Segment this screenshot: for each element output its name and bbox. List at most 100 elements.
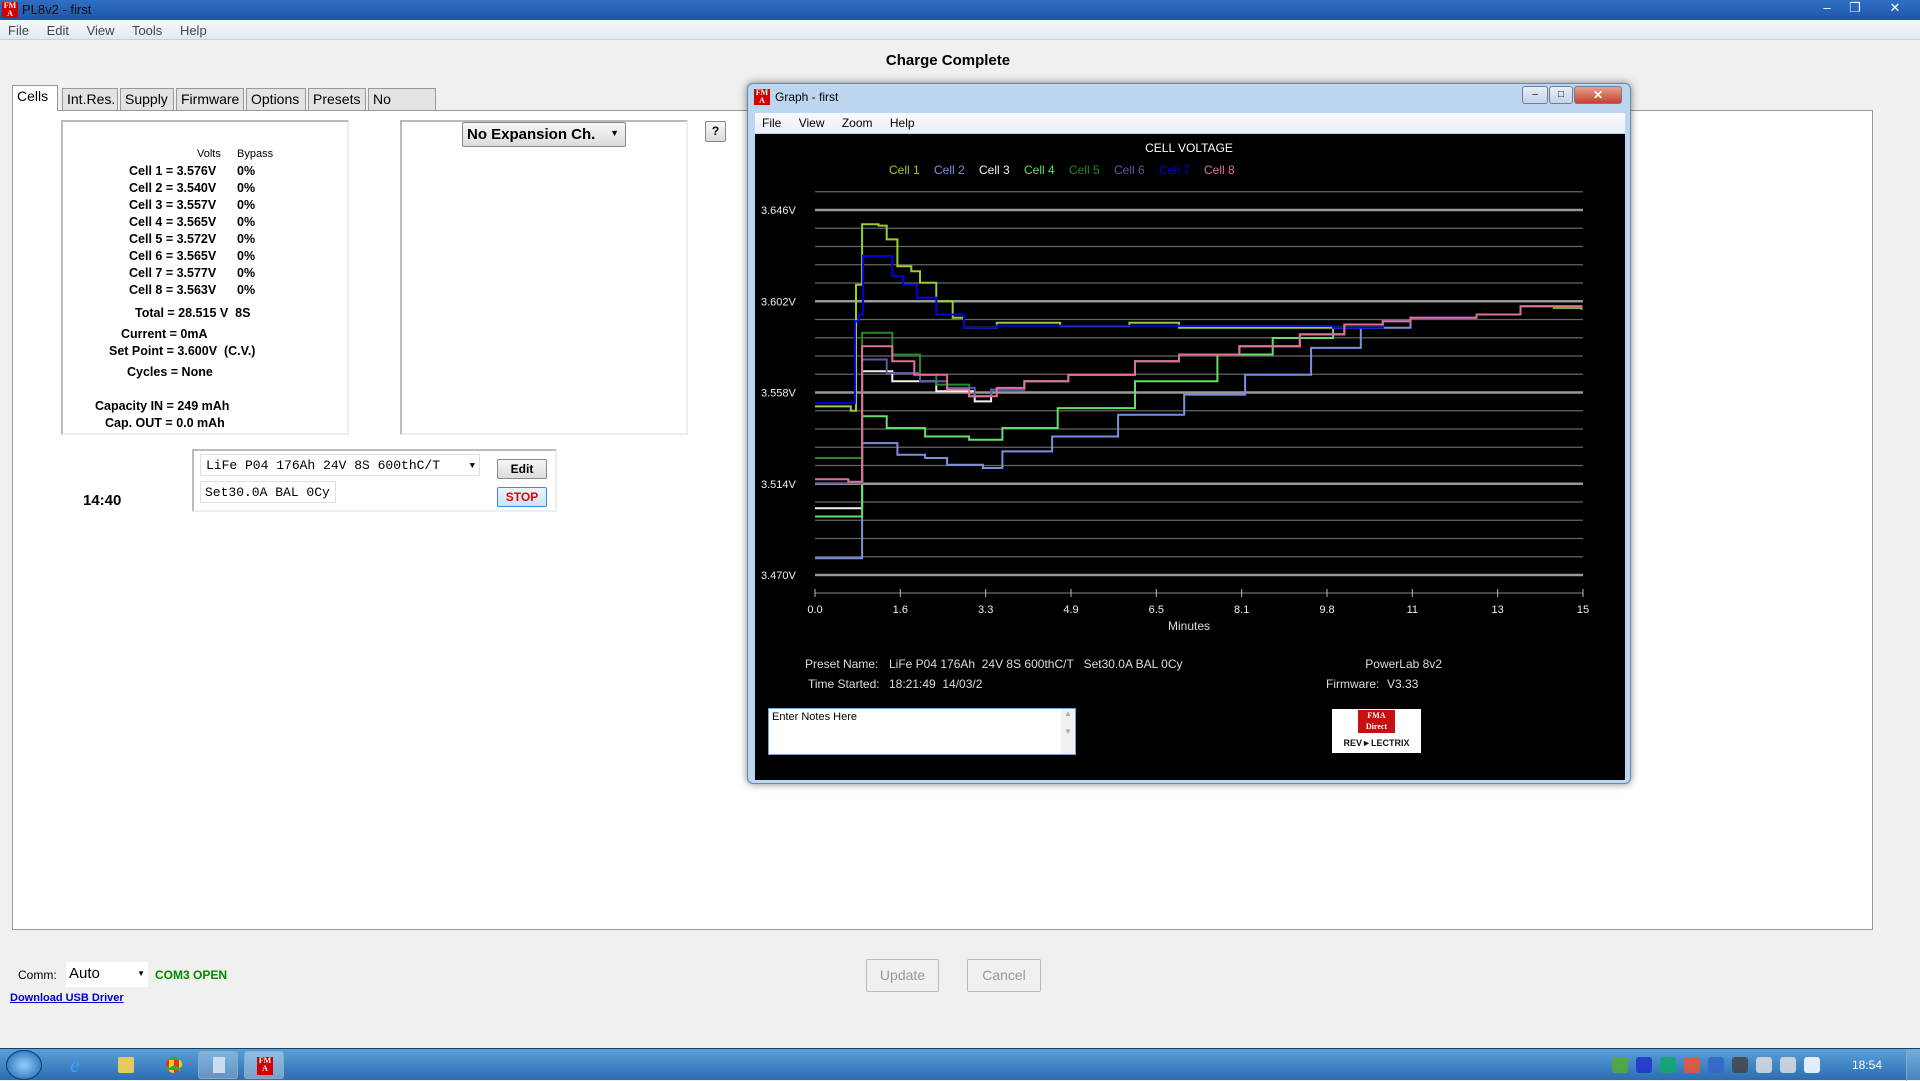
cell-voltage: Cell 3 = 3.557V — [129, 198, 217, 212]
taskbar: e FM A 18:54 — [0, 1048, 1920, 1081]
legend-item-cell-1: Cell 1 — [889, 163, 920, 177]
series-line-cell-8 — [815, 305, 1583, 483]
menu-help[interactable]: Help — [179, 23, 207, 38]
tab-options[interactable]: Options — [246, 88, 306, 110]
cell-voltage-chart: CELL VOLTAGE Minutes 3.646V 3.602V 3.558V 3… — [761, 141, 1589, 633]
preset-box: LiFe P04 176Ah 24V 8S 600thC/T ▼ Set30.0… — [192, 449, 557, 512]
start-button[interactable] — [6, 1050, 42, 1080]
y-tick-label: 3.602V — [761, 296, 797, 308]
tab-cells[interactable]: Cells — [12, 85, 58, 111]
tab-supply[interactable]: Supply — [120, 88, 174, 110]
internet-explorer-icon[interactable]: e — [70, 1052, 80, 1077]
flag-icon[interactable] — [1804, 1057, 1820, 1073]
minimize-button[interactable]: – — [1823, 0, 1831, 15]
stop-button[interactable]: STOP — [497, 487, 547, 507]
x-tick-label: 4.9 — [1063, 604, 1078, 616]
preset-dropdown[interactable]: LiFe P04 176Ah 24V 8S 600thC/T ▼ — [200, 454, 480, 476]
file-explorer-icon[interactable] — [118, 1057, 134, 1073]
notes-scrollbar[interactable]: ▲ ▼ — [1061, 709, 1075, 754]
menu-tools[interactable]: Tools — [131, 23, 163, 38]
chrome-icon[interactable] — [166, 1057, 182, 1073]
update-button[interactable]: Update — [866, 959, 939, 992]
preset-name-value: LiFe P04 176Ah 24V 8S 600thC/T Set30.0A … — [889, 657, 1183, 671]
tab-firmware[interactable]: Firmware — [176, 88, 244, 110]
set-point-value: Set Point = 3.600V (C.V.) — [109, 344, 256, 358]
expansion-box — [400, 120, 688, 435]
legend-item-cell-6: Cell 6 — [1114, 163, 1145, 177]
status-title: Charge Complete — [885, 52, 1011, 69]
help-button[interactable]: ? — [705, 121, 726, 142]
network-lock-icon[interactable] — [1708, 1057, 1724, 1073]
menu-bar: File Edit View Tools Help — [0, 20, 1920, 40]
zonealarm-icon[interactable] — [1636, 1057, 1652, 1073]
x-tick-label: 9.8 — [1319, 604, 1334, 616]
x-axis-label: Minutes — [1168, 619, 1210, 633]
maximize-button[interactable]: ❐ — [1849, 0, 1861, 15]
cell-voltage: Cell 6 = 3.565V — [129, 249, 217, 263]
chevron-down-icon: ▼ — [610, 128, 619, 138]
volume-icon[interactable] — [1780, 1057, 1796, 1073]
expansion-channel-dropdown[interactable]: No Expansion Ch. ▼ — [462, 122, 626, 147]
menu-view[interactable]: View — [86, 23, 115, 38]
graph-menu-view[interactable]: View — [798, 116, 825, 130]
x-tick-label: 3.3 — [978, 604, 993, 616]
legend-item-cell-5: Cell 5 — [1069, 163, 1100, 177]
graph-window: FM A Graph - first – □ ✕ File View Zoom H… — [747, 83, 1631, 784]
taskbar-pl8v2[interactable]: FM A — [244, 1051, 284, 1079]
cell-voltage: Cell 7 = 3.577V — [129, 266, 217, 280]
capacity-in-value: Capacity IN = 249 mAh — [95, 399, 230, 413]
tab-int-res[interactable]: Int.Res. — [62, 88, 118, 110]
graph-maximize-button[interactable]: □ — [1549, 86, 1573, 104]
fma-app-icon: FM A — [2, 1, 18, 18]
satellite-icon[interactable] — [1732, 1057, 1748, 1073]
total-voltage: Total = 28.515 V 8S — [135, 306, 251, 320]
graph-minimize-button[interactable]: – — [1522, 86, 1548, 104]
graph-menu-zoom[interactable]: Zoom — [841, 116, 873, 130]
close-button[interactable]: ✕ — [1889, 0, 1901, 15]
graph-area: CELL VOLTAGE Minutes 3.646V 3.602V 3.558V 3… — [755, 134, 1625, 780]
cell-bypass: 0% — [237, 198, 256, 212]
network-icon[interactable] — [1756, 1057, 1772, 1073]
cells-box: Volts Bypass Cell 1 = 3.576V 0% Cell 2 = 3… — [61, 120, 349, 435]
comm-dropdown[interactable]: Auto ▼ — [66, 962, 148, 987]
tab-presets[interactable]: Presets — [308, 88, 366, 110]
graph-menu-help[interactable]: Help — [889, 116, 915, 130]
time-started-value: 18:21:49 14/03/2 — [889, 677, 983, 691]
x-tick-label: 11 — [1407, 604, 1418, 616]
cancel-button[interactable]: Cancel — [967, 959, 1041, 992]
clock: 18:54 — [1852, 1058, 1883, 1072]
cell-bypass: 0% — [237, 283, 256, 297]
ccleaner-icon[interactable] — [1684, 1057, 1700, 1073]
tab-no-errors[interactable]: No Errors — [368, 88, 436, 123]
download-usb-driver-link[interactable]: Download USB Driver — [10, 992, 124, 1004]
comm-value: Auto — [69, 965, 100, 982]
legend-item-cell-3: Cell 3 — [979, 163, 1010, 177]
graph-menu-file[interactable]: File — [762, 116, 782, 130]
x-tick-label: 13 — [1492, 604, 1504, 616]
nvidia-icon[interactable] — [1612, 1057, 1628, 1073]
series-line-cell-3 — [815, 305, 1583, 510]
timer: 14:40 — [83, 492, 122, 509]
title-bar: FM A PL8v2 - first – ❐ ✕ — [0, 0, 1920, 20]
x-tick-label: 6.5 — [1149, 604, 1164, 616]
edit-button[interactable]: Edit — [497, 459, 547, 479]
current-value: Current = 0mA — [121, 327, 208, 341]
y-tick-label: 3.646V — [761, 205, 797, 217]
preset-settings: Set30.0A BAL 0Cy — [200, 481, 336, 503]
notes-textarea[interactable]: Enter Notes Here ▲ ▼ — [768, 708, 1076, 755]
comm-label: Comm: — [18, 968, 57, 982]
cell-voltage: Cell 2 = 3.540V — [129, 181, 217, 195]
cell-bypass: 0% — [237, 215, 256, 229]
menu-edit[interactable]: Edit — [46, 23, 69, 38]
notes-text: Enter Notes Here — [772, 711, 857, 723]
cell-voltage: Cell 5 = 3.572V — [129, 232, 217, 246]
menu-file[interactable]: File — [8, 23, 29, 38]
taskbar-notepad[interactable] — [198, 1051, 238, 1079]
cell-bypass: 0% — [237, 181, 256, 195]
bypass-header: Bypass — [237, 148, 274, 160]
security-icon[interactable] — [1660, 1057, 1676, 1073]
show-desktop-button[interactable] — [1906, 1049, 1920, 1081]
graph-close-button[interactable]: ✕ — [1574, 86, 1622, 104]
graph-menu-bar: File View Zoom Help — [755, 113, 1625, 133]
fma-revolectrix-logo: FMA Direct REV►LECTRIX — [1332, 709, 1421, 753]
